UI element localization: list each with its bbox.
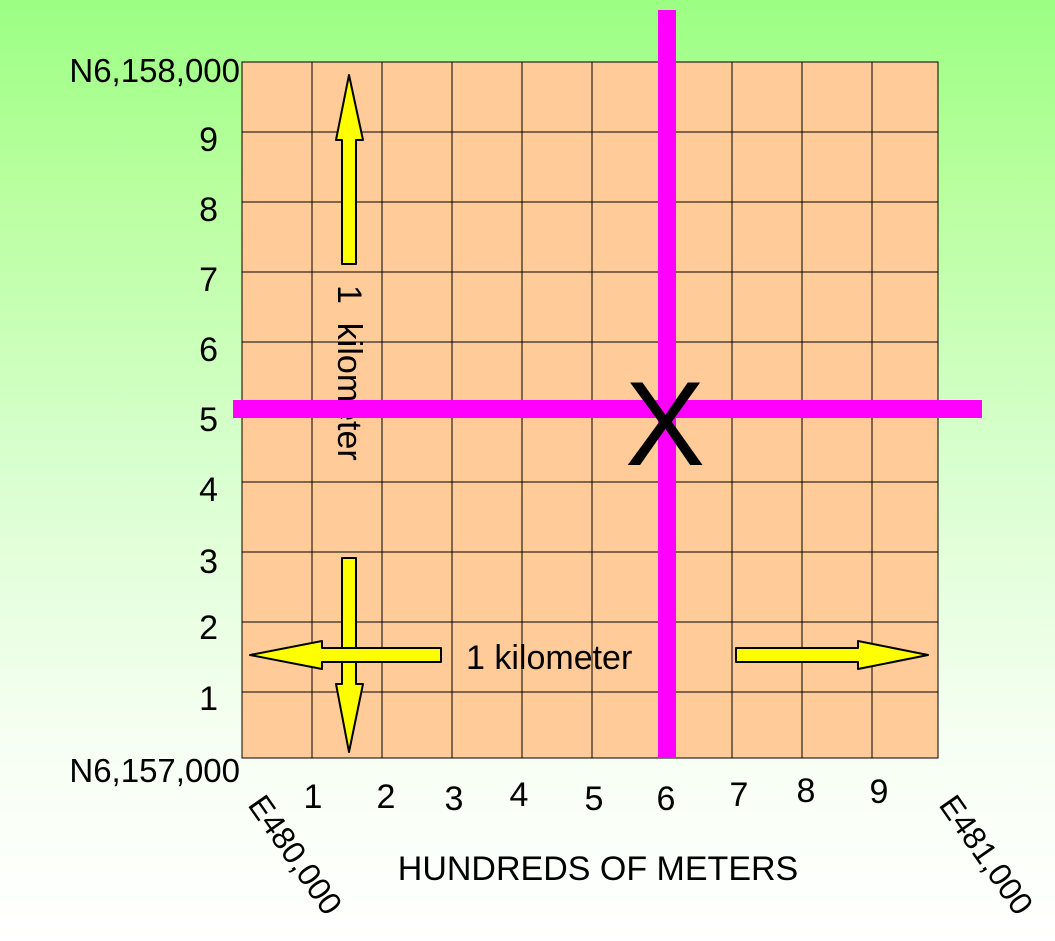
easting-tick-3: 3 [445,780,464,818]
northing-tick-5: 5 [199,401,218,439]
point-marker-x: X [625,357,705,491]
horizontal-arrow-left [249,640,442,670]
northing-tick-3: 3 [199,543,218,581]
easting-right-corner-label: E481,000 [932,788,1040,921]
northing-tick-6: 6 [199,331,218,369]
easting-left-corner-label: E480,000 [241,788,349,921]
horizontal-arrow-right [735,640,929,670]
northing-top-label: N6,158,000 [69,52,240,89]
northing-bottom-label: N6,157,000 [69,752,240,789]
northing-tick-9: 9 [199,121,218,159]
northing-tick-7: 7 [199,261,218,299]
easting-tick-9: 9 [870,773,889,811]
northing-tick-1: 1 [199,680,218,718]
horizontal-arrow-left-shape [249,640,442,670]
easting-tick-7: 7 [730,776,749,814]
vertical-arrow-top-shape [335,74,364,265]
northing-tick-4: 4 [199,471,218,509]
northing-tick-2: 2 [199,609,218,647]
horizontal-kilometer-label: 1 kilometer [466,639,632,677]
northing-labels: N6,158,000 9 8 7 6 5 4 3 2 1 N6,157,000 [69,52,240,789]
horizontal-arrow-right-shape [735,640,929,670]
northing-tick-8: 8 [199,191,218,229]
easting-labels: 1 2 3 4 5 6 7 8 9 [304,772,889,818]
easting-axis-title: HUNDREDS OF METERS [398,850,798,888]
easting-tick-5: 5 [585,780,604,818]
vertical-arrow-top [335,74,364,265]
easting-tick-2: 2 [377,778,396,816]
easting-tick-8: 8 [797,772,816,810]
easting-tick-4: 4 [510,776,529,814]
vertical-kilometer-label: 1 kilometer [330,285,368,461]
crosshair [233,10,982,758]
easting-tick-6: 6 [657,780,676,818]
easting-tick-1: 1 [304,778,323,816]
